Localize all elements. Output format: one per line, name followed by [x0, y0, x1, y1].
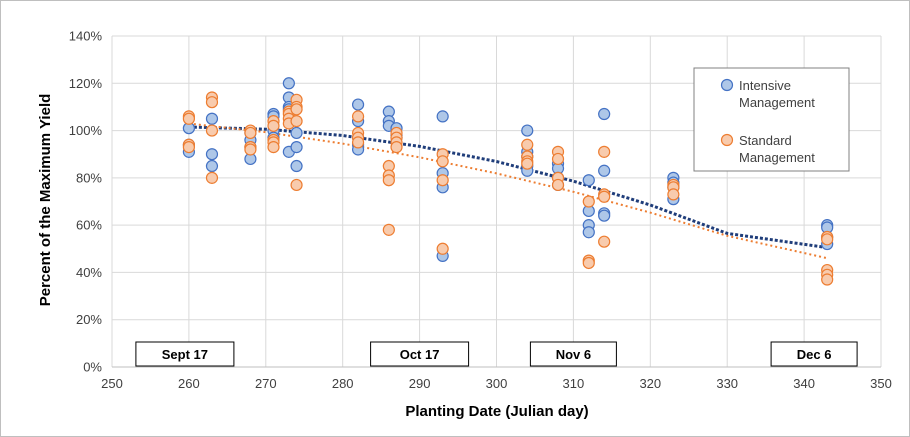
data-point-standard	[551, 178, 565, 192]
data-point-standard	[205, 171, 219, 184]
legend-label-standard: Standard Management	[739, 133, 815, 165]
legend-marker-standard	[720, 133, 734, 147]
x-tick-label: 280	[332, 376, 354, 391]
data-point-standard	[821, 233, 834, 246]
data-point-standard	[582, 256, 595, 270]
x-axis-ticks: 250 260 270 280 290 300 310 320 330 340 350	[101, 376, 892, 391]
data-point-intensive	[436, 110, 449, 123]
data-point-standard	[351, 136, 365, 149]
x-tick-label: 260	[178, 376, 200, 391]
legend-label-intensive: Intensive Management	[739, 78, 815, 110]
annotation-label: Dec 6	[797, 347, 832, 362]
data-point-standard	[267, 119, 280, 132]
y-tick-label: 40%	[76, 265, 102, 280]
y-tick-label: 0%	[83, 360, 102, 375]
data-point-standard	[582, 195, 595, 208]
x-tick-label: 300	[486, 376, 508, 391]
data-point-standard	[667, 188, 680, 201]
y-axis-ticks: 0% 20% 40% 60% 80% 100% 120% 140%	[69, 29, 103, 375]
annotation-label: Sept 17	[162, 347, 208, 362]
x-tick-label: 310	[563, 376, 585, 391]
x-tick-label: 320	[639, 376, 661, 391]
annotation-box	[529, 341, 617, 367]
data-point-standard	[521, 138, 534, 151]
x-axis-title: Planting Date (Julian day)	[405, 403, 588, 420]
trendline-standard	[188, 122, 828, 260]
data-point-intensive	[598, 164, 611, 177]
data-point-intensive	[290, 159, 303, 173]
data-point-intensive	[282, 77, 295, 90]
data-point-standard	[244, 126, 257, 140]
legend-marker-intensive	[720, 78, 734, 92]
x-tick-label: 250	[101, 376, 123, 391]
data-point-standard	[205, 124, 219, 137]
data-point-intensive	[598, 107, 611, 121]
data-point-standard	[521, 157, 534, 170]
annotation-box	[370, 341, 470, 367]
data-point-standard	[551, 152, 565, 166]
data-point-standard	[598, 190, 611, 203]
data-point-standard	[290, 178, 303, 192]
data-point-intensive	[205, 148, 219, 161]
y-tick-label: 80%	[76, 170, 102, 185]
data-point-intensive	[290, 141, 303, 154]
date-annotations: Sept 17 Oct 17 Nov 6 Dec 6	[135, 341, 858, 367]
data-point-intensive	[205, 112, 219, 125]
data-point-standard	[382, 174, 395, 187]
y-tick-label: 140%	[69, 29, 103, 44]
data-point-standard	[351, 110, 365, 123]
data-point-standard	[382, 223, 395, 236]
annotation-label: Oct 17	[400, 347, 440, 362]
annotation-label: Nov 6	[556, 347, 591, 362]
data-point-standard	[436, 174, 449, 187]
legend: Intensive Management Standard Management	[693, 67, 850, 172]
data-point-standard	[598, 145, 611, 158]
data-point-standard	[290, 103, 303, 116]
data-point-standard	[436, 242, 449, 255]
data-point-intensive	[582, 226, 595, 239]
data-point-standard	[267, 141, 280, 154]
data-points	[182, 77, 834, 286]
x-tick-label: 340	[793, 376, 815, 391]
data-point-standard	[290, 115, 303, 128]
data-point-standard	[436, 155, 449, 168]
data-point-standard	[821, 273, 834, 286]
x-tick-label: 290	[409, 376, 431, 391]
y-tick-label: 20%	[76, 312, 102, 327]
data-point-intensive	[205, 159, 219, 173]
data-point-intensive	[290, 126, 303, 140]
data-point-intensive	[598, 209, 611, 222]
legend-box	[693, 67, 850, 172]
x-tick-label: 270	[255, 376, 277, 391]
x-tick-label: 350	[870, 376, 892, 391]
y-tick-label: 120%	[69, 76, 103, 91]
data-point-intensive	[582, 174, 595, 187]
data-point-standard	[244, 143, 257, 156]
data-point-standard	[205, 96, 219, 109]
y-tick-label: 60%	[76, 218, 102, 233]
data-point-standard	[182, 141, 195, 154]
annotation-box	[770, 341, 858, 367]
x-tick-label: 330	[716, 376, 738, 391]
y-axis-title: Percent of the Maximum Yield	[37, 94, 54, 307]
data-point-standard	[598, 235, 611, 248]
data-point-standard	[390, 141, 403, 154]
y-tick-label: 100%	[69, 123, 103, 138]
data-point-standard	[182, 112, 195, 125]
data-point-intensive	[521, 124, 534, 137]
data-point-intensive	[351, 98, 365, 111]
annotation-box	[135, 341, 235, 367]
